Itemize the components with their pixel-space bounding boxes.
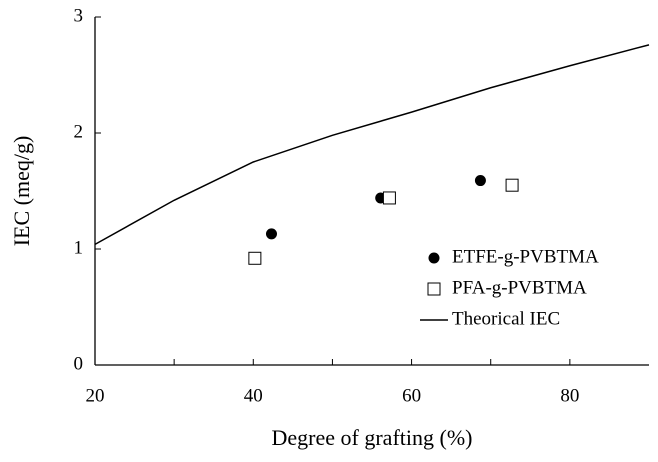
- theory-line: [94, 44, 650, 246]
- x-tick-label: 40: [244, 385, 263, 406]
- legend-marker: [428, 252, 440, 264]
- x-tick-label: 20: [86, 385, 105, 406]
- y-axis-label: IEC (meq/g): [9, 136, 34, 247]
- data-point: [474, 175, 486, 187]
- legend-marker: [427, 282, 441, 296]
- legend-label: PFA-g-PVBTMA: [452, 277, 587, 298]
- x-tick-label: 60: [402, 385, 421, 406]
- data-point: [382, 191, 396, 205]
- data-point: [248, 251, 262, 265]
- y-tick-label: 0: [74, 353, 84, 374]
- legend-label: Theorical IEC: [452, 308, 560, 329]
- y-tick-label: 3: [74, 5, 84, 26]
- data-point: [505, 178, 519, 192]
- y-tick-label: 1: [74, 237, 84, 258]
- x-tick-label: 80: [560, 385, 579, 406]
- y-tick-label: 2: [74, 121, 84, 142]
- data-point: [265, 228, 277, 240]
- legend-label: ETFE-g-PVBTMA: [452, 246, 599, 267]
- x-axis-label: Degree of grafting (%): [272, 425, 473, 450]
